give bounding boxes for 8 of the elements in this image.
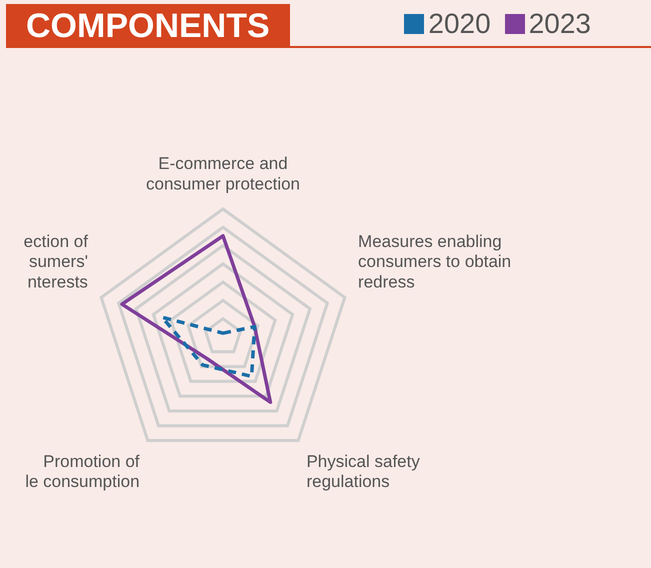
legend-label: 2023 <box>528 8 591 40</box>
spoke-label: Measures enabling consumers to obtain redress <box>358 232 512 292</box>
spoke-label: E-commerce and consumer protection <box>146 154 300 194</box>
spoke-label: Promotion of le consumption <box>25 452 140 492</box>
spoke-label: Physical safety regulations <box>306 452 420 492</box>
spoke-label: ection of sumers' nterests <box>24 232 88 292</box>
legend-label: 2020 <box>427 8 491 40</box>
chart-title: COMPONENTS <box>6 4 290 46</box>
